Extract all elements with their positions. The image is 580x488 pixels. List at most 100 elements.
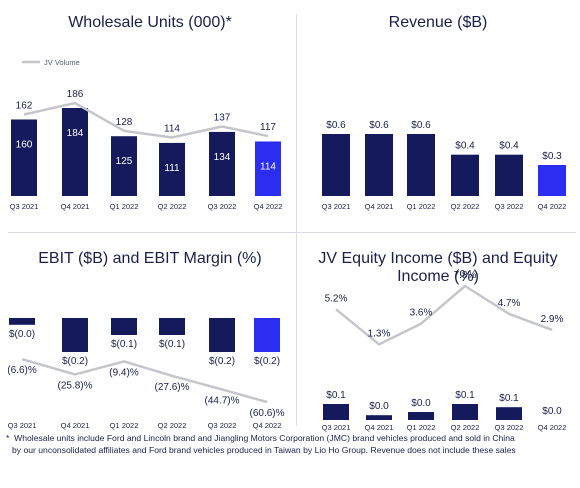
line-value-label: 2.9%: [541, 314, 564, 325]
bar-value-label: 125: [116, 156, 133, 167]
chart-title: Wholesale Units (000)*: [68, 14, 232, 31]
x-tick-label: Q1 2022: [407, 423, 436, 432]
bar-value-label: $0.0: [542, 406, 562, 417]
bar: [62, 318, 88, 352]
x-tick-label: Q4 2022: [253, 421, 282, 430]
line-value-label: 4.7%: [498, 298, 521, 309]
series-line: [335, 284, 553, 346]
x-tick-label: Q3 2022: [208, 202, 237, 211]
bar: [496, 407, 522, 420]
series-line: [23, 101, 269, 139]
bar: [209, 318, 235, 352]
bar: [451, 154, 479, 196]
bar-value-label: 111: [164, 163, 180, 174]
x-tick-label: Q4 2022: [254, 202, 283, 211]
footnote-line-1: * Wholesale units include Ford and Linco…: [6, 432, 574, 444]
x-tick-label: Q4 2021: [61, 421, 90, 430]
bar-value-label: $0.0: [411, 398, 431, 409]
line-value-label: 128: [116, 117, 133, 128]
bar: [366, 415, 392, 420]
x-tick-label: Q3 2022: [495, 202, 524, 211]
bar: [322, 134, 350, 196]
legend-label: JV Volume: [44, 58, 80, 67]
line-value-label: 1.3%: [368, 328, 391, 339]
bar-value-label: $(0.1): [111, 339, 137, 350]
bar: [255, 141, 281, 196]
line-value-label: (44.7)%: [204, 395, 239, 406]
line-value-label: 162: [16, 101, 33, 112]
x-tick-label: Q2 2022: [451, 423, 480, 432]
line-value-label: (60.6)%: [249, 408, 284, 419]
bar: [11, 119, 37, 196]
bar-value-label: 160: [16, 139, 33, 150]
bar-value-label: 134: [214, 152, 231, 163]
bar: [538, 165, 566, 196]
x-tick-label: Q4 2021: [365, 202, 394, 211]
series-line: [21, 358, 268, 404]
footnote-text-1: Wholesale units include Ford and Lincoln…: [14, 433, 515, 443]
x-tick-label: Q3 2021: [322, 202, 351, 211]
bar-value-label: $0.6: [369, 120, 389, 131]
line-value-label: 3.6%: [410, 308, 433, 319]
bar: [159, 142, 185, 196]
jv-equity-income-panel: JV Equity Income ($B) and Equity Income …: [300, 236, 576, 432]
bar-value-label: $(0.2): [209, 356, 235, 367]
footnote-line-2: by our unconsolidated affiliates and For…: [12, 445, 516, 455]
revenue-chart: $0.6 $0.6 $0.6 $0.4 $0.4 $0.3 Q3 2021 Q4 2021 Q1…: [322, 120, 567, 211]
bar-value-label: $0.3: [542, 151, 562, 162]
bar-value-label: $(0.2): [254, 356, 280, 367]
line-value-label: 137: [214, 112, 231, 123]
x-tick-label: Q3 2021: [10, 202, 39, 211]
bar-value-label: $0.6: [411, 120, 431, 131]
bar-value-label: $0.1: [455, 390, 475, 401]
bar-value-label: $0.4: [455, 141, 475, 152]
bar: [111, 318, 137, 335]
bar-value-label: $0.4: [499, 141, 519, 152]
bar: [254, 318, 280, 352]
bar-value-label: 184: [67, 128, 84, 139]
bar-value-label: $0.0: [369, 401, 389, 412]
chart-title: EBIT ($B) and EBIT Margin (%): [38, 250, 262, 267]
line-value-label: (9.4)%: [109, 367, 139, 378]
bar: [62, 108, 88, 196]
x-tick-label: Q1 2022: [407, 202, 436, 211]
line-value-label: 186: [67, 89, 84, 100]
bar-value-label: 114: [260, 161, 276, 172]
wholesale-units-chart: JV Volume 160 184 125 111 134 114 162 186 128 114 1…: [10, 58, 283, 211]
line-value-label: 117: [260, 122, 276, 133]
bar-value-label: $0.6: [326, 120, 346, 131]
bar: [407, 134, 435, 196]
ebit-panel: EBIT ($B) and EBIT Margin (%) $(0.0) $(0.…: [8, 236, 292, 432]
bar: [408, 412, 434, 420]
line-value-label: (6.6)%: [8, 365, 37, 376]
bar-value-label: $0.1: [326, 390, 346, 401]
bar-value-label: $(0.2): [62, 356, 88, 367]
quadrant-divider-vertical: [296, 14, 297, 426]
x-tick-label: Q1 2022: [110, 421, 139, 430]
x-tick-label: Q4 2022: [538, 423, 567, 432]
x-tick-label: Q3 2022: [495, 423, 524, 432]
bar: [452, 404, 478, 420]
x-tick-label: Q2 2022: [158, 202, 187, 211]
bar: [159, 318, 185, 335]
bar-value-label: $0.1: [499, 393, 519, 404]
x-tick-label: Q3 2021: [8, 421, 36, 430]
footnote: * Wholesale units include Ford and Linco…: [6, 432, 574, 456]
x-tick-label: Q2 2022: [451, 202, 480, 211]
chart-title: JV Equity Income ($B) and Equity Income …: [318, 250, 558, 285]
x-tick-label: Q4 2021: [61, 202, 90, 211]
x-tick-label: Q3 2021: [322, 423, 351, 432]
line-value-label: 7.8%: [454, 270, 477, 281]
x-tick-label: Q3 2022: [208, 421, 237, 430]
line-value-label: 5.2%: [325, 293, 348, 304]
bar-value-label: $(0.1): [159, 339, 185, 350]
x-tick-label: Q4 2021: [365, 423, 394, 432]
chart-title: Revenue ($B): [388, 14, 488, 31]
bar: [495, 154, 523, 196]
bar: [365, 134, 393, 196]
x-tick-label: Q2 2022: [158, 421, 187, 430]
bar: [111, 136, 137, 196]
revenue-panel: Revenue ($B) $0.6 $0.6 $0.6 $0.4 $0.4 $0.3 Q3 …: [300, 0, 576, 228]
bar: [9, 318, 35, 325]
line-value-label: (27.6)%: [154, 382, 189, 393]
